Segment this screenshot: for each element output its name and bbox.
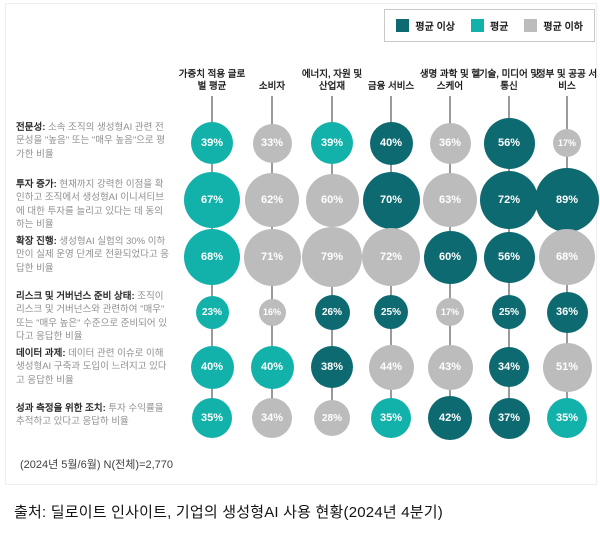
row-label-title: 데이터 과제: xyxy=(16,348,66,359)
bubble: 79% xyxy=(302,227,362,287)
bubble: 56% xyxy=(483,117,535,169)
bubble: 39% xyxy=(191,122,233,164)
bubble: 43% xyxy=(427,344,473,390)
row-label-desc: 현재까지 강력한 이점을 확인하고 조직에서 생성형AI 이니셔티브에 대한 투… xyxy=(16,179,164,230)
bubble: 39% xyxy=(311,122,353,164)
column-header: 정부 및 공공 서비스 xyxy=(536,69,598,93)
bubble: 17% xyxy=(553,129,581,157)
bubble: 28% xyxy=(314,400,350,436)
column-header: 기술, 미디어 및 통신 xyxy=(478,69,540,93)
bubble: 34% xyxy=(489,347,529,387)
legend-swatch-average xyxy=(471,19,484,32)
legend-label-above-average: 평균 이상 xyxy=(415,22,455,33)
bubble: 68% xyxy=(184,229,240,285)
legend-item-below-average: 평균 이하 xyxy=(524,18,583,33)
bubble: 25% xyxy=(374,295,408,329)
bubble: 40% xyxy=(369,121,413,165)
bubble: 42% xyxy=(428,396,472,440)
legend-swatch-above-average xyxy=(396,19,410,32)
bubble: 37% xyxy=(488,397,530,439)
legend-label-average: 평균 xyxy=(490,22,509,33)
legend-item-average: 평균 xyxy=(471,18,508,33)
legend-swatch-below-average xyxy=(524,19,538,32)
bubble: 16% xyxy=(258,298,286,326)
row-label: 성과 측정을 위한 조치: 투자 수익률을 추적하고 있다고 응답하 비율 xyxy=(16,402,171,429)
bubble: 25% xyxy=(492,295,526,329)
source-line: 출처: 딜로이트 인사이트, 기업의 생성형AI 사용 현황(2024년 4분기… xyxy=(14,504,443,521)
bubble: 89% xyxy=(535,168,599,232)
bubble: 23% xyxy=(195,295,229,329)
column-header: 생명 과학 및 헬스케어 xyxy=(419,69,481,93)
bubble: 40% xyxy=(190,345,234,389)
bubble: 44% xyxy=(368,344,414,390)
bubble: 60% xyxy=(423,230,477,284)
row-label-title: 성과 측정을 위한 조치: xyxy=(16,403,106,414)
footnote: (2024년 5월/6월) N(전체)=2,770 xyxy=(20,459,174,471)
bubble: 56% xyxy=(483,231,535,283)
bubble: 33% xyxy=(252,123,292,163)
bubble: 62% xyxy=(245,173,299,227)
column-header: 금융 서비스 xyxy=(367,81,415,93)
legend-item-above-average: 평균 이상 xyxy=(396,18,455,33)
bubble: 26% xyxy=(314,294,350,330)
row-label-desc: 데이터 관련 이슈로 이해 생성형AI 구축과 도입이 느려지고 있다고 응답한… xyxy=(16,348,167,386)
bubble: 67% xyxy=(184,172,240,228)
row-label-title: 리스크 및 거버넌스 준비 상태: xyxy=(16,291,135,302)
bubble: 60% xyxy=(305,173,359,227)
legend: 평균 이상 평균 평균 이하 xyxy=(384,9,595,42)
row-label-title: 확장 진행: xyxy=(16,236,57,247)
column-header: 가중치 적용 글로벌 평균 xyxy=(178,69,246,93)
bubble: 71% xyxy=(243,228,301,286)
column-header: 소비자 xyxy=(258,81,286,93)
bubble: 34% xyxy=(252,398,292,438)
row-label: 데이터 과제: 데이터 관련 이슈로 이해 생성형AI 구축과 도입이 느려지고… xyxy=(16,347,171,387)
row-label-title: 투자 증가: xyxy=(16,179,57,190)
row-label-desc: 투자 수익률을 추적하고 있다고 응답하 비율 xyxy=(16,403,164,428)
row-label: 전문성: 소속 조직의 생성형AI 관련 전문성을 "높음" 또는 "매우 높음… xyxy=(16,121,171,161)
bubble: 70% xyxy=(362,171,420,229)
bubble: 63% xyxy=(423,173,477,227)
row-label-desc: 생성형AI 실험의 30% 이하만이 실제 운영 단계로 전환되었다고 응답한 … xyxy=(16,236,170,274)
legend-label-below-average: 평균 이하 xyxy=(543,22,583,33)
row-label: 리스크 및 거버넌스 준비 상태: 조직이 리스크 및 거버넌스와 관련하여 "… xyxy=(16,290,171,343)
bubble: 40% xyxy=(250,345,294,389)
bubble: 35% xyxy=(547,398,587,438)
row-label: 투자 증가: 현재까지 강력한 이점을 확인하고 조직에서 생성형AI 이니셔티… xyxy=(16,178,171,231)
row-label: 확장 진행: 생성형AI 실험의 30% 이하만이 실제 운영 단계로 전환되었… xyxy=(16,235,171,275)
bubble: 35% xyxy=(192,398,232,438)
bubble: 35% xyxy=(371,398,411,438)
bubble: 72% xyxy=(480,171,538,229)
bubble: 51% xyxy=(542,342,592,392)
bubble: 68% xyxy=(539,229,595,285)
bubble: 36% xyxy=(429,122,471,164)
row-label-desc: 소속 조직의 생성형AI 관련 전문성을 "높음" 또는 "매우 높음"으로 평… xyxy=(16,122,166,160)
bubble: 72% xyxy=(362,228,420,286)
bubble: 17% xyxy=(436,298,464,326)
bubble: 36% xyxy=(546,291,588,333)
row-label-title: 전문성: xyxy=(16,122,46,133)
column-header: 에너지, 자원 및 산업재 xyxy=(301,69,363,93)
bubble: 38% xyxy=(311,346,353,388)
row-label-desc: 조직이 리스크 및 거버넌스와 관련하여 "매우" 또는 "매우 높은" 수준으… xyxy=(16,291,168,342)
